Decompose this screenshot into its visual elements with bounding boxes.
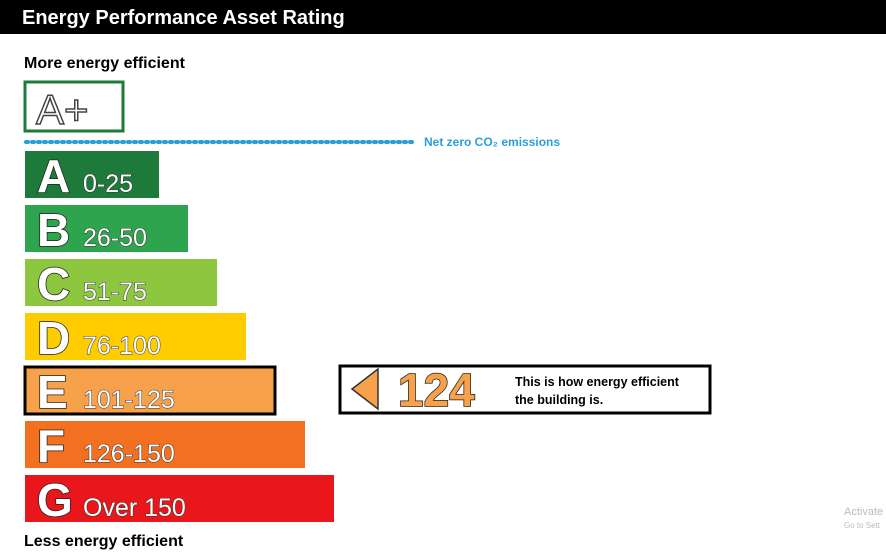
bottom-label: Less energy efficient — [24, 533, 184, 550]
top-label: More energy efficient — [24, 55, 186, 72]
rating-description: the building is. — [515, 393, 603, 407]
rating-box — [338, 364, 712, 415]
band-letter: D — [37, 312, 70, 364]
bands: A 0-25 B 26-50 C 51-75 D 76-100 E 101-125 F 126-150… — [23, 149, 334, 527]
band-letter: C — [37, 258, 70, 310]
band-letter: A — [37, 150, 70, 202]
header-title: Energy Performance Asset Rating — [22, 7, 345, 29]
band-letter: G — [37, 474, 73, 526]
band-letter: B — [37, 204, 70, 256]
band-bar — [25, 205, 188, 252]
band-bar — [25, 259, 217, 306]
band-letter: E — [37, 366, 68, 418]
band-bar — [25, 421, 305, 468]
watermark: Activate — [844, 506, 883, 518]
net-zero-text: Net zero CO₂ emissions — [424, 135, 560, 149]
rating-value: 124 — [398, 364, 475, 416]
band-range: Over 150 — [83, 494, 186, 522]
band-range: 0-25 — [83, 170, 133, 198]
band-range: 76-100 — [83, 332, 161, 360]
net-zero-box — [23, 80, 125, 133]
band-bar — [23, 365, 277, 416]
band-bar — [25, 475, 334, 522]
band-letter: F — [37, 420, 65, 472]
rating-description: This is how energy efficient — [515, 375, 680, 389]
net-zero-letter: A+ — [36, 86, 89, 133]
band-range: 51-75 — [83, 278, 147, 306]
band-range: 126-150 — [83, 440, 175, 468]
watermark: Go to Sett — [844, 521, 881, 530]
band-bar — [25, 313, 246, 360]
band-bar — [25, 151, 159, 198]
header-bar — [0, 0, 886, 34]
rating-arrow — [350, 367, 379, 411]
band-range: 26-50 — [83, 224, 147, 252]
band-range: 101-125 — [83, 386, 175, 414]
